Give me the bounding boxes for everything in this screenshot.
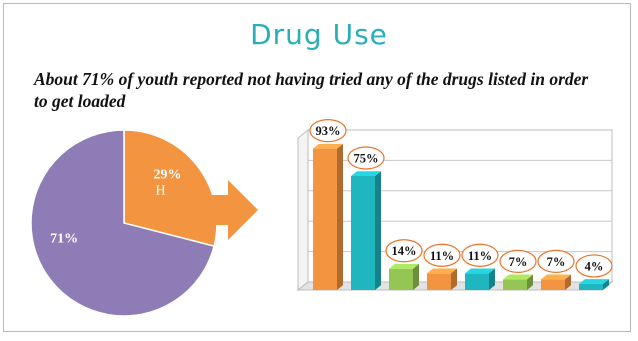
label-ring [423,243,461,267]
pie-slice [30,129,215,317]
bar-top [503,274,533,280]
bar-data-label: 11% [423,243,461,267]
bar-top [579,279,609,284]
bar [351,171,381,290]
bar-side [451,268,457,290]
slide-subtitle: About 71% of youth reported not having t… [34,68,594,112]
bar [579,279,609,290]
bar-data-label: 7% [499,249,537,273]
bar-value-text: 14% [392,244,417,258]
bar-side [603,279,609,290]
bar [427,268,457,290]
bar-data-label: 11% [461,243,499,267]
bar-data-label: 75% [347,146,385,170]
arrow-icon [190,180,258,240]
pie-slice-sublabel: H [155,183,165,198]
bar-value-text: 11% [468,249,492,263]
subtitle-emphasis: not [247,69,271,89]
bar-top [313,143,343,149]
bar-front [313,148,337,290]
bar-top [465,268,495,274]
bar [465,268,495,290]
label-ring [309,119,347,143]
bar [389,263,419,290]
bar-data-label: 4% [575,254,613,278]
bar-side [413,263,419,290]
bar-top [351,171,381,176]
bar [503,274,533,290]
bar-front [389,268,413,290]
bar-front [579,283,603,290]
bar-value-text: 11% [430,249,454,263]
label-ring [575,254,613,278]
bar-value-text: 75% [354,152,379,166]
bar-value-text: 7% [509,255,528,269]
bar-data-label: 14% [385,239,423,263]
label-ring [385,239,423,263]
bar-top [389,263,419,269]
bar-top [427,268,457,274]
bar-value-text: 7% [547,255,566,269]
bar-side [489,268,495,290]
pie-slice-label: 71% [50,231,78,246]
chart-side-wall [297,128,309,292]
slide-title: Drug Use [250,18,388,51]
bar-data-label: 7% [537,249,575,273]
bar-front [465,273,489,290]
bar [313,143,343,290]
bar-side [337,143,343,290]
subtitle-text-post: having tried any of the drugs listed in … [34,69,589,111]
bar-side [527,274,533,290]
label-ring [537,249,575,273]
bar-value-text: 93% [316,124,341,138]
bar-value-text: 4% [585,259,604,273]
bar-front [351,176,375,290]
bar-side [375,171,381,290]
label-ring [347,146,385,170]
bar [541,274,571,290]
bar-front [541,279,565,290]
label-ring [499,249,537,273]
bar-side [565,274,571,290]
bar-top [541,274,571,280]
bar-front [427,273,451,290]
pie-slice-label: 29% [154,167,182,182]
bar-front [503,279,527,290]
bar-data-label: 93% [309,119,347,143]
label-ring [461,243,499,267]
subtitle-text-pre: About 71% of youth reported [34,69,248,89]
